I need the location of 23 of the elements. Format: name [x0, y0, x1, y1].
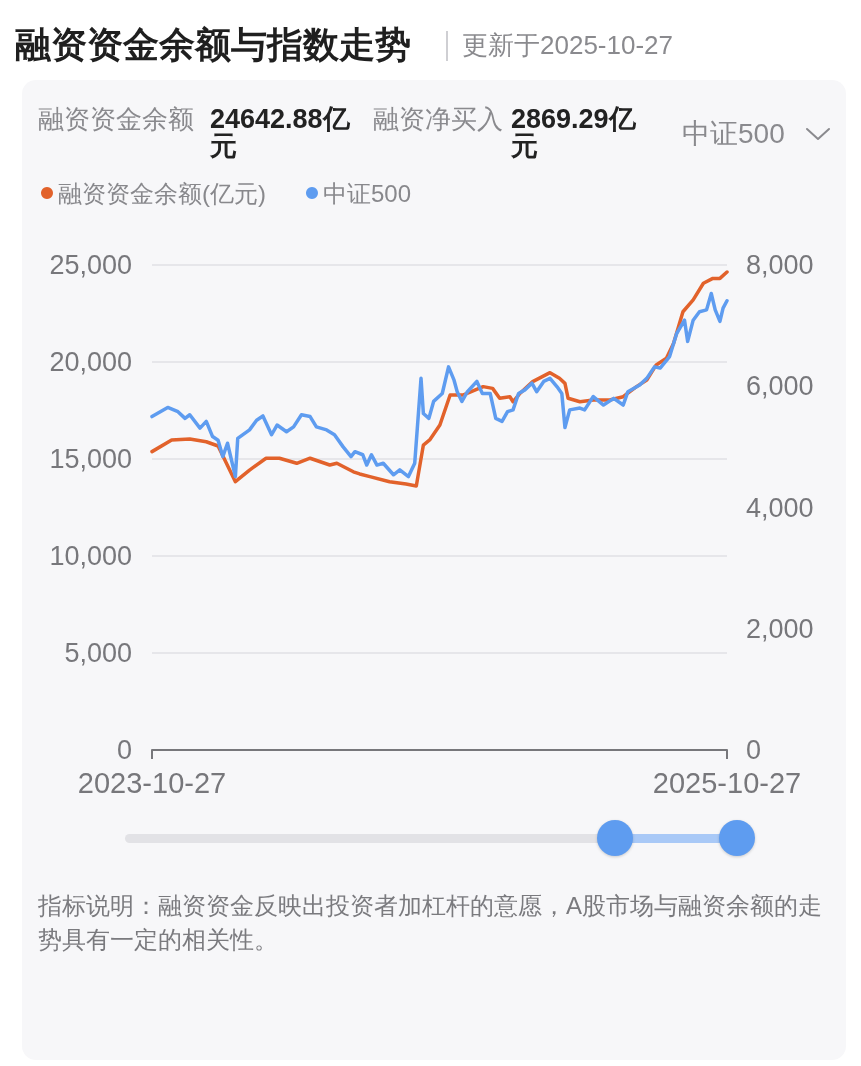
- legend-label: 融资资金余额(亿元): [58, 179, 266, 207]
- y2-tick-label: 6,000: [746, 371, 814, 402]
- y2-tick-label: 8,000: [746, 250, 814, 280]
- y-tick-label: 25,000: [49, 250, 132, 280]
- legend-label: 中证500: [322, 179, 412, 207]
- text: 融资资金余额: [38, 104, 194, 134]
- text: 指标说明：融资资金反映出投资者加杠杆的意愿，A股市场与融资余额的走势具有一定的相关性。: [38, 891, 823, 955]
- y-tick-label: 20,000: [49, 347, 132, 377]
- y-tick-label: 10,000: [49, 541, 132, 571]
- text: 24642.88亿元: [210, 104, 351, 161]
- text: 融资净买入: [373, 104, 503, 134]
- x-tick-label: 2025-10-27: [652, 766, 802, 799]
- chart-subtitle: 更新于2025-10-27: [462, 30, 673, 60]
- x-tick-label: 2023-10-27: [77, 766, 227, 799]
- y-tick-label: 5,000: [64, 638, 132, 668]
- text: 中证500: [682, 118, 785, 150]
- chart-title: 融资资金余额与指数走势: [15, 24, 411, 65]
- y2-tick-label: 4,000: [746, 492, 814, 523]
- y-tick-label: 0: [116, 735, 132, 765]
- y-tick-label: 15,000: [49, 444, 132, 474]
- y2-tick-label: 2,000: [746, 613, 814, 644]
- y2-tick-label: 0: [746, 735, 762, 765]
- text: 2869.29亿元: [511, 104, 637, 161]
